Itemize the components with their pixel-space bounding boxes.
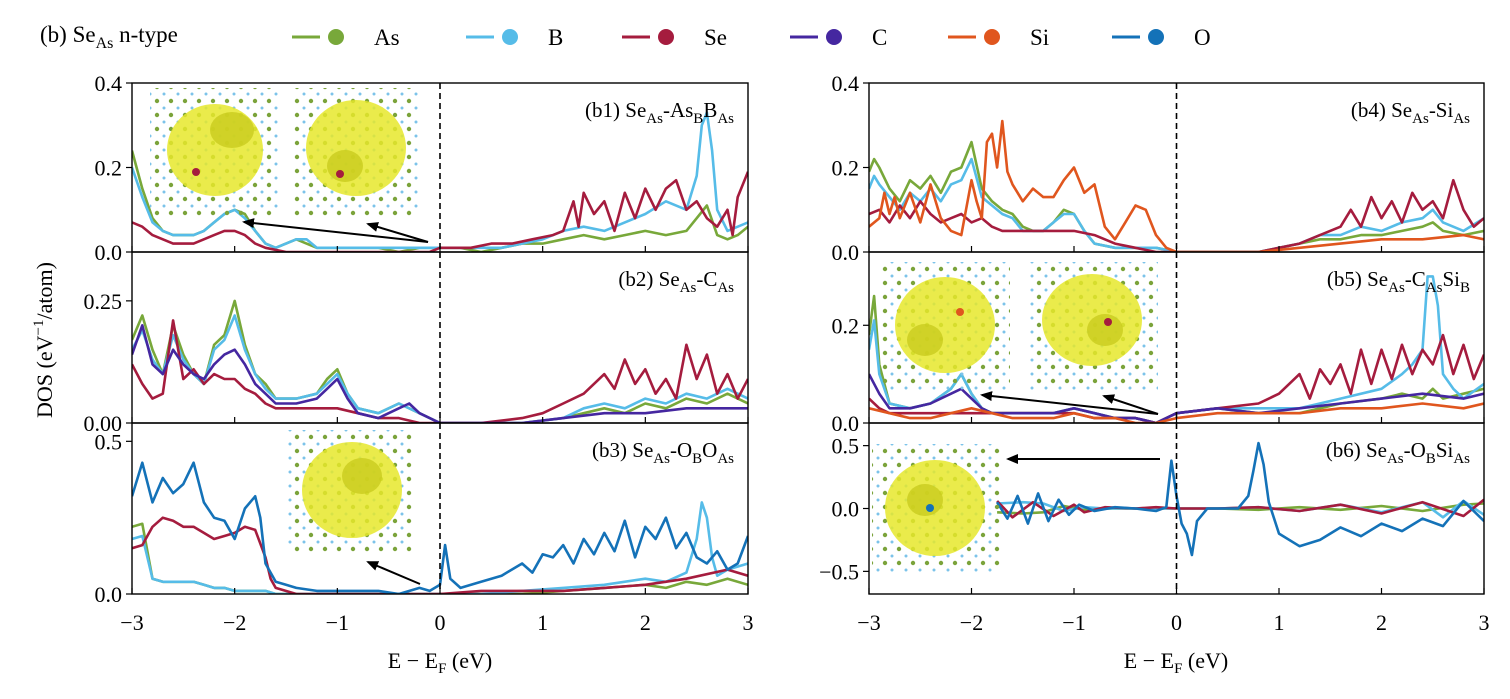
ytick-label-b1-2: 0.4 bbox=[95, 71, 123, 96]
xtick-label-b3-6: 3 bbox=[743, 610, 754, 635]
annotation-arrows bbox=[242, 218, 1160, 585]
legend-item-o: O bbox=[1112, 25, 1211, 50]
arrow-b5-right bbox=[1102, 394, 1159, 415]
series-b4-as bbox=[869, 140, 1484, 252]
panel-b3-series bbox=[132, 461, 748, 594]
legend-label-b: B bbox=[548, 25, 563, 50]
ytick-label-b5-0: 0.0 bbox=[832, 411, 860, 436]
legend-label-c: C bbox=[872, 25, 887, 50]
panel-label-b5: (b5) SeAs-CAsSiB bbox=[1327, 267, 1470, 296]
xtick-label-b6-3: 0 bbox=[1171, 610, 1182, 635]
inset-b1-right-image bbox=[292, 88, 420, 216]
legend-marker-o bbox=[1148, 29, 1164, 45]
series-b6-o bbox=[995, 441, 1484, 557]
series-b5-se bbox=[869, 333, 1484, 423]
series-b5-c bbox=[869, 373, 1484, 423]
y-axis-label: DOS (eV−1/atom) bbox=[31, 262, 57, 418]
legend-item-b: B bbox=[466, 25, 563, 50]
xtick-label-b6-6: 3 bbox=[1479, 610, 1490, 635]
xtick-label-b3-3: 0 bbox=[435, 610, 446, 635]
panel-label-b2: (b2) SeAs-CAs bbox=[618, 267, 734, 296]
series-b3-b bbox=[132, 501, 748, 594]
legend-marker-as bbox=[328, 29, 344, 45]
xtick-label-b3-4: 1 bbox=[537, 610, 548, 635]
panel-label-b1: (b1) SeAs-AsBBAs bbox=[585, 98, 734, 127]
arrow-b1-left bbox=[242, 218, 429, 243]
legend-label-o: O bbox=[1194, 25, 1211, 50]
inset-b3-image bbox=[288, 430, 412, 554]
ytick-label-b6-2: 0.5 bbox=[832, 434, 860, 459]
series-b2-se bbox=[132, 319, 748, 423]
legend-label-se: Se bbox=[704, 25, 727, 50]
xtick-label-b6-1: −2 bbox=[960, 610, 983, 635]
legend: As B Se C Si O bbox=[292, 25, 1211, 50]
panel-b6-series bbox=[995, 441, 1484, 557]
series-b1-se bbox=[132, 171, 748, 252]
xtick-label-b3-1: −2 bbox=[223, 610, 246, 635]
inset-b5-right-image bbox=[1030, 262, 1158, 390]
legend-item-c: C bbox=[790, 25, 887, 50]
structure-insets bbox=[150, 88, 1158, 574]
inset-b6-image bbox=[872, 444, 1000, 574]
xtick-label-b6-4: 1 bbox=[1274, 610, 1285, 635]
series-b5-si bbox=[869, 402, 1484, 423]
x-axis-label-right: E − EF (eV) bbox=[1124, 648, 1228, 677]
panel-b1: 0.0 0.2 0.4 (b1) SeAs-AsBBAs bbox=[95, 71, 749, 265]
arrow-b3 bbox=[366, 561, 421, 585]
ytick-label-b4-1: 0.2 bbox=[832, 156, 860, 181]
arrow-b5-left bbox=[980, 391, 1159, 415]
legend-marker-si bbox=[984, 29, 1000, 45]
panel-b3: 0.0 0.5 −3 −2 −1 0 1 2 3 (b3) SeAs-OBOAs bbox=[95, 422, 754, 635]
ytick-label-b6-0: −0.5 bbox=[819, 559, 859, 584]
xtick-label-b6-5: 2 bbox=[1376, 610, 1387, 635]
ytick-label-b1-1: 0.2 bbox=[95, 156, 123, 181]
panel-b4: 0.0 0.2 0.4 (b4) SeAs-SiAs bbox=[832, 71, 1485, 265]
ytick-label-b4-2: 0.4 bbox=[832, 71, 860, 96]
ytick-label-b5-1: 0.2 bbox=[832, 313, 860, 338]
xtick-label-b3-5: 2 bbox=[640, 610, 651, 635]
legend-item-as: As bbox=[292, 25, 400, 50]
ytick-label-b1-0: 0.0 bbox=[95, 240, 123, 265]
series-b4-se bbox=[869, 178, 1484, 252]
panel-b4-series bbox=[869, 119, 1484, 252]
inset-b5-left-image bbox=[882, 262, 1010, 390]
ytick-label-b3-0: 0.0 bbox=[95, 582, 123, 607]
legend-marker-se bbox=[658, 29, 674, 45]
legend-label-as: As bbox=[374, 25, 400, 50]
panel-label-b4: (b4) SeAs-SiAs bbox=[1351, 98, 1470, 127]
ytick-label-b4-0: 0.0 bbox=[832, 240, 860, 265]
xtick-label-b6-0: −3 bbox=[857, 610, 880, 635]
ytick-label-b2-0: 0.00 bbox=[84, 411, 123, 436]
legend-marker-b bbox=[502, 29, 518, 45]
xtick-label-b3-0: −3 bbox=[120, 610, 143, 635]
xtick-label-b6-2: −1 bbox=[1062, 610, 1085, 635]
ytick-label-b2-1: 0.25 bbox=[84, 289, 123, 314]
panel-label-b3: (b3) SeAs-OBOAs bbox=[592, 438, 734, 467]
arrow-b1-right bbox=[366, 222, 429, 243]
ytick-label-b6-1: 0.0 bbox=[832, 497, 860, 522]
series-b3-o bbox=[132, 461, 748, 594]
legend-marker-c bbox=[826, 29, 842, 45]
series-b3-se bbox=[132, 516, 748, 594]
figure-heading: (b) SeAs n-type bbox=[40, 22, 178, 52]
legend-label-si: Si bbox=[1030, 25, 1049, 50]
panel-b1-series bbox=[132, 111, 748, 252]
series-b4-si bbox=[869, 119, 1484, 252]
legend-item-se: Se bbox=[622, 25, 727, 50]
ytick-label-b3-1: 0.5 bbox=[95, 429, 123, 454]
panel-b6: −0.5 0.0 0.5 −3 −2 −1 0 1 2 3 (b6) SeAs-OBSiAs bbox=[819, 422, 1490, 635]
panel-b2: 0.00 0.25 (b2) SeAs-CAs bbox=[84, 251, 749, 436]
xtick-label-b3-2: −1 bbox=[326, 610, 349, 635]
panel-label-b6: (b6) SeAs-OBSiAs bbox=[1326, 438, 1470, 467]
series-b1-b bbox=[132, 111, 748, 250]
panel-b5-series bbox=[869, 275, 1484, 423]
legend-item-si: Si bbox=[948, 25, 1049, 50]
inset-b1-left-image bbox=[150, 88, 278, 216]
x-axis-label-left: E − EF (eV) bbox=[388, 648, 492, 677]
